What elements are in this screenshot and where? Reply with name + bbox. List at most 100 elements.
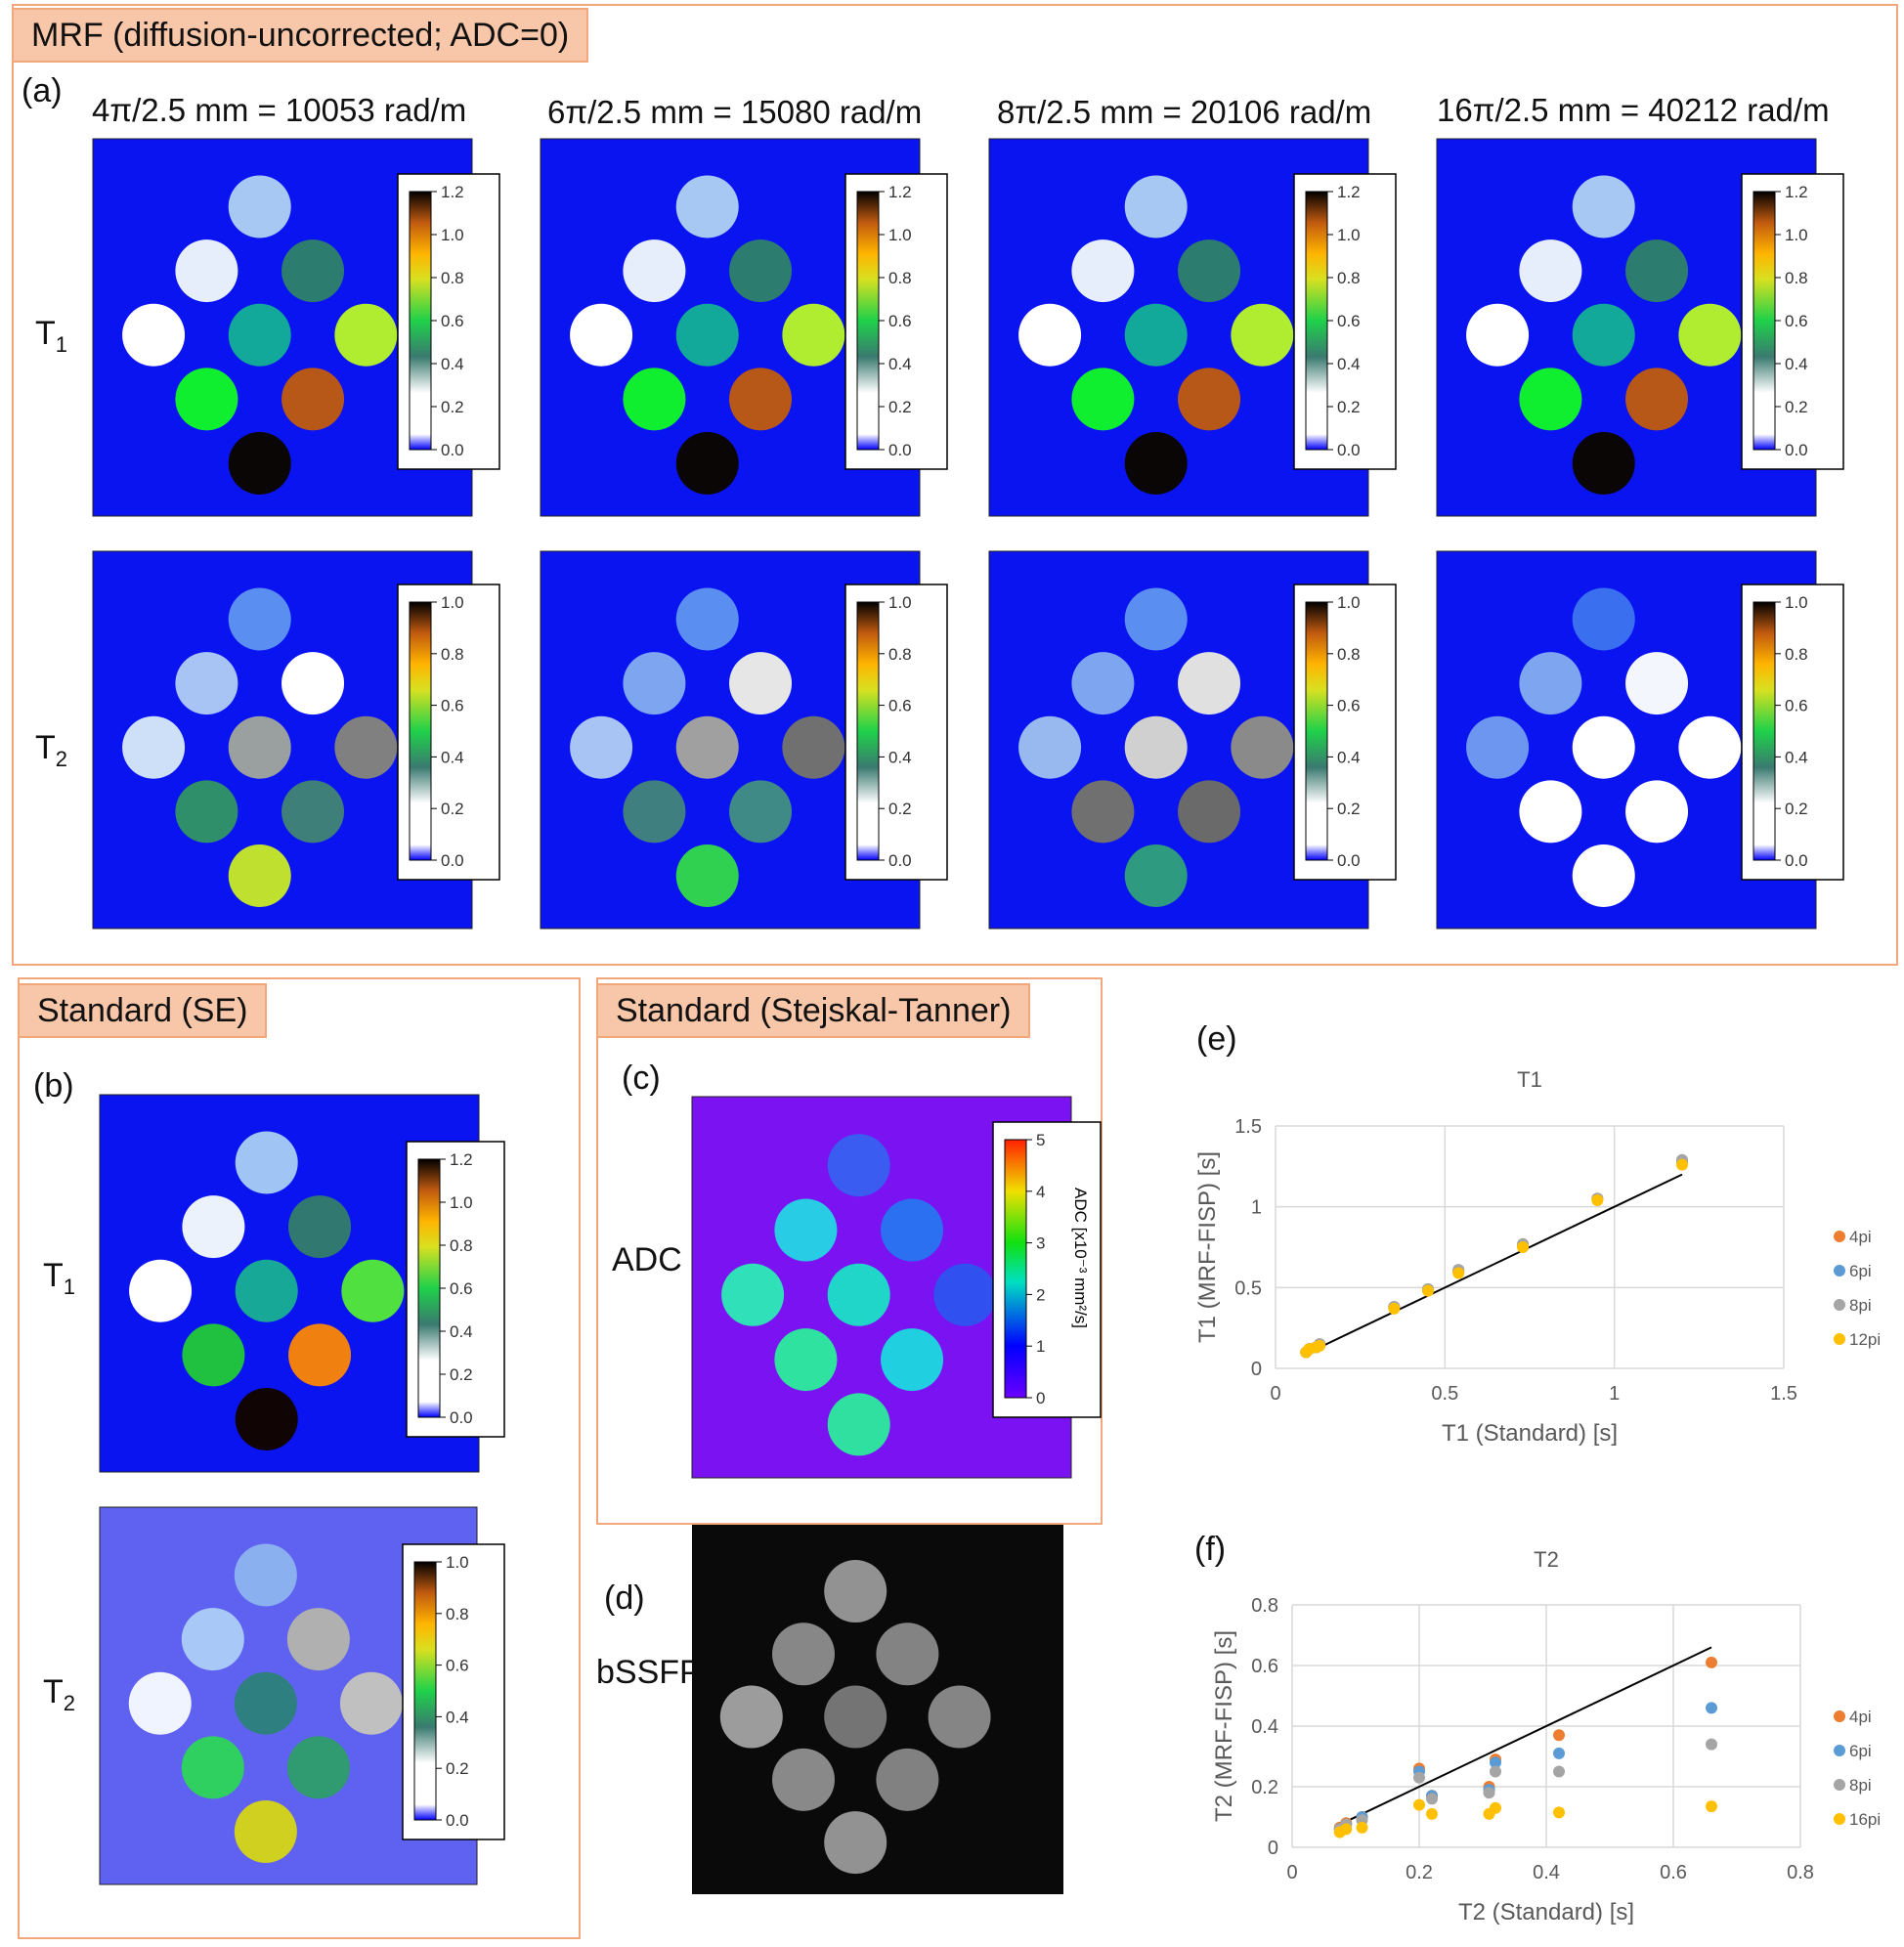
t1-col2-phantom-vial xyxy=(570,303,633,367)
y-tick-label: 0 xyxy=(1251,1359,1262,1380)
t1-col3-colorbar-label: 0.2 xyxy=(1337,398,1361,416)
t2-col3-phantom-vial xyxy=(1018,715,1082,779)
t1-col1-phantom-vial xyxy=(281,239,345,303)
se-t2-colorbar-label: 0.0 xyxy=(446,1811,469,1830)
t2-col2-phantom-vial xyxy=(623,652,686,715)
se-t2-phantom-vial xyxy=(234,1671,297,1735)
t2-col4-phantom-vial xyxy=(1572,715,1635,779)
data-point-16pi xyxy=(1553,1806,1565,1819)
t1-col1-colorbar-label: 1.2 xyxy=(441,183,464,201)
t2-col3-phantom-vial xyxy=(1124,715,1188,779)
x-tick-label: 0 xyxy=(1270,1383,1280,1405)
se-t2-phantom-vial xyxy=(128,1671,192,1735)
t1-col3-phantom-vial xyxy=(1178,368,1241,431)
t2-col3-phantom-vial xyxy=(1071,780,1135,844)
adc-phantom-vial xyxy=(827,1263,890,1326)
t2-col3-colorbar-label: 0.4 xyxy=(1337,748,1361,766)
data-point-6pi xyxy=(1490,1756,1501,1769)
t2-col3-phantom-vial xyxy=(1071,652,1135,715)
se-t1-colorbar-label: 0.0 xyxy=(450,1408,473,1427)
data-point-6pi xyxy=(1706,1702,1717,1714)
y-tick-label: 0.2 xyxy=(1251,1777,1278,1798)
t2-col4-phantom-vial xyxy=(1625,652,1689,715)
column-title-4: 16π/2.5 mm = 40212 rad/m xyxy=(1437,92,1830,128)
t1-col1-phantom-vial xyxy=(228,303,291,367)
x-axis-label: T2 (Standard) [s] xyxy=(1458,1899,1634,1925)
t1-col2-phantom-vial xyxy=(782,303,845,367)
t1-col3-colorbar-label: 0.0 xyxy=(1337,441,1361,459)
x-tick-label: 0.2 xyxy=(1406,1862,1433,1883)
t2-col2-phantom-vial xyxy=(623,780,686,844)
row-label-t1: T1 xyxy=(35,315,68,357)
adc-colorbar-label: 5 xyxy=(1036,1131,1045,1149)
data-point-16pi xyxy=(1490,1801,1501,1814)
t2-col1-phantom-vial xyxy=(122,715,186,779)
t2-col4-colorbar-label: 0.6 xyxy=(1785,697,1808,715)
t2-col4-phantom-vial xyxy=(1519,652,1582,715)
t1-col2-phantom-vial xyxy=(675,175,739,238)
t2-col2-phantom-vial xyxy=(675,715,739,779)
t2-col1-colorbar-label: 0.6 xyxy=(441,697,464,715)
t1-col2-phantom-vial xyxy=(729,239,793,303)
adc-phantom-vial xyxy=(933,1263,997,1326)
adc-colorbar-label: 1 xyxy=(1036,1337,1045,1356)
t1-col3-phantom-vial xyxy=(1178,239,1241,303)
adc-phantom-vial xyxy=(827,1393,890,1456)
legend-label-6pi: 6pi xyxy=(1849,1742,1872,1760)
row-label-adc: ADC xyxy=(612,1241,682,1278)
t1-col4-colorbar-label: 0.2 xyxy=(1785,398,1808,416)
x-tick-label: 0.5 xyxy=(1431,1383,1458,1405)
t1-col3-colorbar-label: 0.8 xyxy=(1337,269,1361,287)
data-point-8pi xyxy=(1413,1771,1425,1784)
se-t1-phantom-vial xyxy=(341,1259,405,1322)
se-t2-colorbar-label: 1.0 xyxy=(446,1553,469,1572)
t1-col3-phantom-vial xyxy=(1124,175,1188,238)
t2-col2-colorbar-label: 1.0 xyxy=(888,593,912,612)
row-label-t2: T2 xyxy=(35,729,68,771)
bssfp-phantom-vial xyxy=(824,1560,887,1623)
se-t2-phantom-vial xyxy=(286,1736,350,1799)
adc-colorbar-label: 3 xyxy=(1036,1234,1045,1253)
t2-col3-colorbar-label: 1.0 xyxy=(1337,593,1361,612)
se-t1-phantom-vial xyxy=(288,1195,352,1259)
data-point-12pi xyxy=(1388,1302,1401,1315)
t2-col4-colorbar-label: 0.4 xyxy=(1785,748,1808,766)
t1-col3-phantom-vial xyxy=(1231,303,1294,367)
adc-colorbar-label: 2 xyxy=(1036,1285,1045,1304)
y-axis-label: T1 (MRF-FISP) [s] xyxy=(1194,1151,1221,1343)
adc-colorbar-gradient xyxy=(1004,1139,1027,1399)
t1-col4-phantom-vial xyxy=(1572,175,1635,238)
se-t1-colorbar-label: 0.4 xyxy=(450,1322,473,1341)
data-point-12pi xyxy=(1422,1284,1434,1297)
t2-col3-colorbar-label: 0.8 xyxy=(1337,645,1361,664)
legend-marker-4pi xyxy=(1834,1231,1845,1242)
x-tick-label: 0.8 xyxy=(1787,1862,1814,1883)
t2-col4-phantom-vial xyxy=(1678,715,1742,779)
x-axis-label: T1 (Standard) [s] xyxy=(1442,1420,1618,1447)
t1-col3-phantom-vial xyxy=(1124,303,1188,367)
section-c-tag: Standard (Stejskal-Tanner) xyxy=(596,983,1031,1038)
data-point-12pi xyxy=(1314,1339,1326,1352)
t2-col4-phantom-vial xyxy=(1572,587,1635,651)
data-point-16pi xyxy=(1356,1821,1368,1834)
se-t1-phantom-vial xyxy=(235,1259,298,1322)
t1-col3-colorbar-label: 0.4 xyxy=(1337,355,1361,373)
t1-col4-phantom-vial xyxy=(1625,368,1689,431)
legend-label-8pi: 8pi xyxy=(1849,1296,1872,1315)
t1-col3-phantom-vial xyxy=(1071,239,1135,303)
data-point-16pi xyxy=(1706,1800,1717,1813)
se-t1-phantom-vial xyxy=(182,1323,245,1387)
t1-col1-colorbar-label: 0.4 xyxy=(441,355,464,373)
t1-col2-colorbar-label: 0.0 xyxy=(888,441,912,459)
adc-colorbar-label: 0 xyxy=(1036,1389,1045,1407)
se-t2-phantom-vial xyxy=(339,1671,403,1735)
t1-col2-phantom-vial xyxy=(675,303,739,367)
panel-label-f: (f) xyxy=(1194,1531,1227,1568)
se-t1-phantom-vial xyxy=(235,1131,298,1194)
t2-col3-phantom-vial xyxy=(1124,844,1188,907)
data-point-6pi xyxy=(1553,1747,1565,1759)
se-t2-colorbar-gradient xyxy=(413,1561,437,1821)
t2-col3-phantom-vial xyxy=(1178,780,1241,844)
row-label-bssfp: bSSFP xyxy=(596,1654,702,1691)
data-point-12pi xyxy=(1591,1194,1604,1207)
